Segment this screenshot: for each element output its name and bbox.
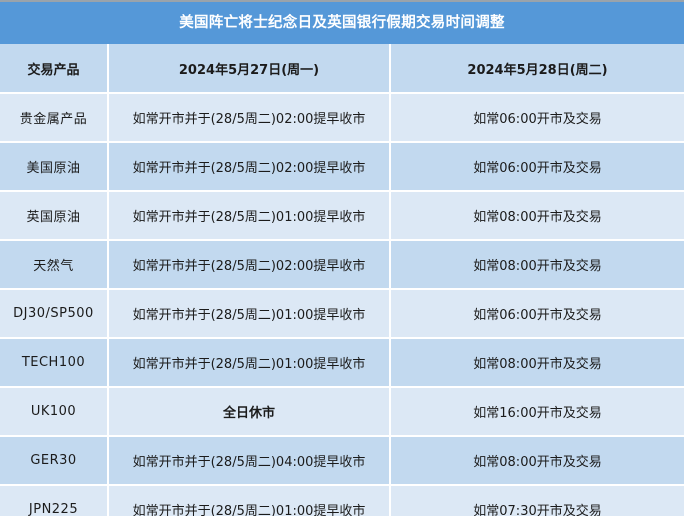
row-product-name: 美国原油 <box>0 142 109 192</box>
row-day1-hours: 如常开市并于(28/5周二)02:00提早收市 <box>108 240 391 290</box>
row-day2-hours: 如常08:00开市及交易 <box>390 436 684 486</box>
row-day1-hours: 如常开市并于(28/5周二)01:00提早收市 <box>108 485 391 516</box>
row-day2-hours: 如常07:30开市及交易 <box>390 485 684 516</box>
table-row: DJ30/SP500 如常开市并于(28/5周二)01:00提早收市 如常06:… <box>0 289 684 339</box>
row-day1-hours: 如常开市并于(28/5周二)02:00提早收市 <box>108 142 391 192</box>
table-row: GER30 如常开市并于(28/5周二)04:00提早收市 如常08:00开市及… <box>0 436 684 486</box>
page-title: 美国阵亡将士纪念日及英国银行假期交易时间调整 <box>179 15 505 31</box>
row-product-name: JPN225 <box>0 485 109 516</box>
row-product-name: 英国原油 <box>0 191 109 241</box>
table-row: 美国原油 如常开市并于(28/5周二)02:00提早收市 如常06:00开市及交… <box>0 142 684 192</box>
row-day1-hours: 如常开市并于(28/5周二)01:00提早收市 <box>108 191 391 241</box>
row-day1-hours: 如常开市并于(28/5周二)01:00提早收市 <box>108 289 391 339</box>
row-day2-hours: 如常08:00开市及交易 <box>390 240 684 290</box>
row-day2-hours: 如常16:00开市及交易 <box>390 387 684 437</box>
row-day1-hours: 全日休市 <box>108 387 391 437</box>
row-day1-hours: 如常开市并于(28/5周二)01:00提早收市 <box>108 338 391 388</box>
column-header-product: 交易产品 <box>0 44 109 94</box>
row-product-name: 贵金属产品 <box>0 93 109 143</box>
banner-row: 美国阵亡将士纪念日及英国银行假期交易时间调整 <box>0 2 684 44</box>
table-row: UK100 全日休市 如常16:00开市及交易 <box>0 387 684 437</box>
row-product-name: 天然气 <box>0 240 109 290</box>
banner: 美国阵亡将士纪念日及英国银行假期交易时间调整 <box>0 2 684 44</box>
table-row: JPN225 如常开市并于(28/5周二)01:00提早收市 如常07:30开市… <box>0 485 684 516</box>
row-day1-hours: 如常开市并于(28/5周二)02:00提早收市 <box>108 93 391 143</box>
row-product-name: TECH100 <box>0 338 109 388</box>
row-product-name: GER30 <box>0 436 109 486</box>
column-header-day1: 2024年5月27日(周一) <box>108 44 391 94</box>
row-product-name: DJ30/SP500 <box>0 289 109 339</box>
column-header-day2: 2024年5月28日(周二) <box>390 44 684 94</box>
table-row: 贵金属产品 如常开市并于(28/5周二)02:00提早收市 如常06:00开市及… <box>0 93 684 143</box>
row-product-name: UK100 <box>0 387 109 437</box>
row-day2-hours: 如常08:00开市及交易 <box>390 191 684 241</box>
row-day2-hours: 如常06:00开市及交易 <box>390 142 684 192</box>
row-day1-hours: 如常开市并于(28/5周二)04:00提早收市 <box>108 436 391 486</box>
row-day2-hours: 如常06:00开市及交易 <box>390 93 684 143</box>
table-row: 天然气 如常开市并于(28/5周二)02:00提早收市 如常08:00开市及交易 <box>0 240 684 290</box>
top-divider <box>0 0 684 2</box>
table-row: 英国原油 如常开市并于(28/5周二)01:00提早收市 如常08:00开市及交… <box>0 191 684 241</box>
table-header-row: 交易产品 2024年5月27日(周一) 2024年5月28日(周二) <box>0 44 684 94</box>
table-row: TECH100 如常开市并于(28/5周二)01:00提早收市 如常08:00开… <box>0 338 684 388</box>
row-day2-hours: 如常06:00开市及交易 <box>390 289 684 339</box>
row-day2-hours: 如常08:00开市及交易 <box>390 338 684 388</box>
